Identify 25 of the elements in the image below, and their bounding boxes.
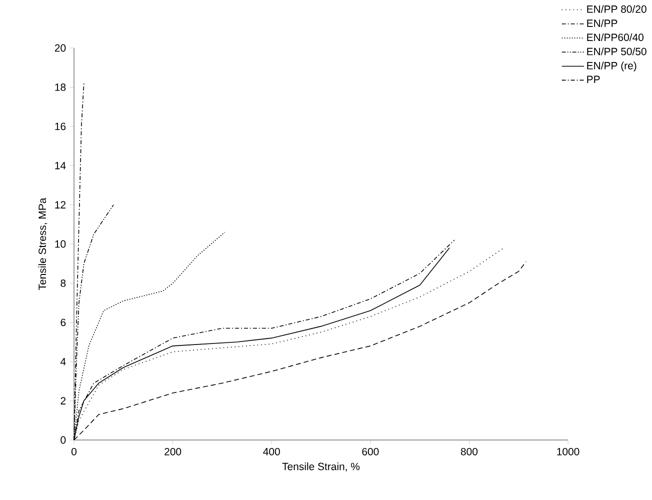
y-tick-label: 4 — [60, 358, 66, 366]
y-tick-label: 14 — [55, 162, 66, 170]
y-tick-label: 20 — [54, 44, 66, 52]
legend-label: EN/PP (re) — [587, 62, 636, 72]
y-tick-label: 10 — [55, 240, 66, 248]
y-tick-label: 12 — [55, 201, 66, 208]
x-axis-title: Tensile Strain, % — [282, 462, 360, 472]
y-tick-label: 16 — [55, 122, 66, 130]
y-tick-label: 6 — [60, 318, 66, 326]
x-tick-label: 0 — [71, 448, 76, 456]
legend-label: EN/PP 80/20 — [587, 5, 646, 13]
x-tick-label: 1000 — [557, 448, 580, 456]
x-tick-label: 200 — [164, 448, 182, 456]
legend-label: PP — [587, 76, 600, 83]
y-tick-label: 8 — [60, 280, 66, 287]
x-tick-label: 600 — [362, 448, 379, 456]
y-tick-label: 18 — [55, 84, 66, 91]
y-tick-label: 2 — [60, 397, 66, 404]
y-tick-label: 0 — [60, 436, 66, 444]
x-tick-label: 400 — [263, 448, 280, 456]
legend-label: EN/PP — [587, 19, 618, 27]
y-axis-title: Tensile Stress, MPa — [38, 198, 48, 290]
legend-label: EN/PP 50/50 — [587, 48, 646, 56]
x-tick-label: 800 — [460, 448, 478, 456]
legend-label: EN/PP60/40 — [587, 33, 644, 42]
